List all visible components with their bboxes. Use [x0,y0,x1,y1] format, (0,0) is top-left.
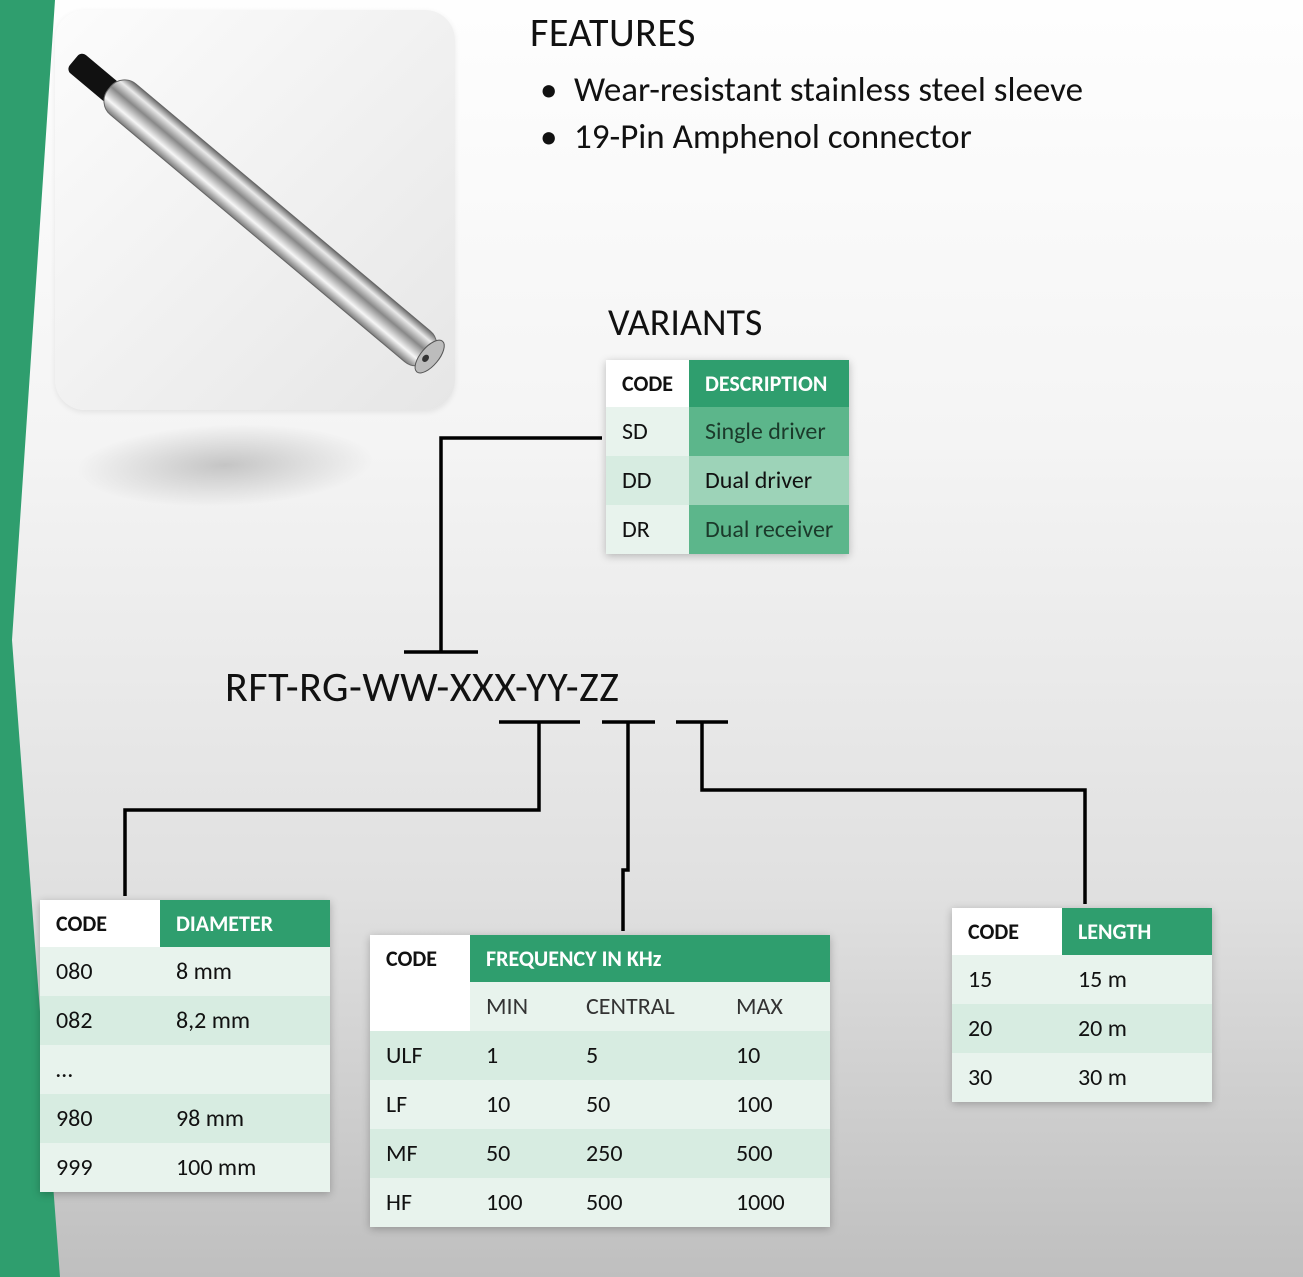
td-code: … [40,1045,160,1094]
td-code: 980 [40,1094,160,1143]
th-central: CENTRAL [570,982,720,1031]
td: 250 [570,1129,720,1178]
td-code: DR [606,505,689,554]
td: 1 [470,1031,570,1080]
diameter-table: CODE DIAMETER 0808 mm 0828,2 mm … 98098 … [40,900,330,1192]
td-diam: 100 mm [160,1143,330,1192]
td: 20 m [1062,1004,1212,1053]
td-desc: Dual driver [689,456,849,505]
td: 500 [570,1178,720,1227]
td: 10 [720,1031,830,1080]
product-shadow [44,420,406,510]
td-code: SD [606,407,689,456]
td: ULF [370,1031,470,1080]
td: 50 [570,1080,720,1129]
length-table: CODE LENGTH 1515 m 2020 m 3030 m [952,908,1212,1102]
td: MF [370,1129,470,1178]
th-code: CODE [952,908,1062,955]
td-code: 999 [40,1143,160,1192]
th-code: CODE [606,360,689,407]
frequency-table: CODE FREQUENCY IN KHz MIN CENTRAL MAX UL… [370,935,830,1227]
td-diam [160,1045,330,1094]
td: 5 [570,1031,720,1080]
td-code: 080 [40,947,160,996]
th-description: DESCRIPTION [689,360,849,407]
td-code: 082 [40,996,160,1045]
features-heading: FEATURES [530,8,1250,57]
td-diam: 8,2 mm [160,996,330,1045]
td: HF [370,1178,470,1227]
td: 50 [470,1129,570,1178]
td: 500 [720,1129,830,1178]
variants-heading: VARIANTS [608,300,762,346]
td: 20 [952,1004,1062,1053]
td: 15 [952,955,1062,1004]
th-min: MIN [470,982,570,1031]
td: LF [370,1080,470,1129]
th-diameter: DIAMETER [160,900,330,947]
td-desc: Dual receiver [689,505,849,554]
part-number-pattern: RFT-RG-WW-XXX-YY-ZZ [225,662,619,713]
td-diam: 98 mm [160,1094,330,1143]
td-code: DD [606,456,689,505]
td: 100 [720,1080,830,1129]
th-frequency: FREQUENCY IN KHz [470,935,830,982]
td-desc: Single driver [689,407,849,456]
td: 1000 [720,1178,830,1227]
td: 30 m [1062,1053,1212,1102]
th-max: MAX [720,982,830,1031]
feature-item: Wear-resistant stainless steel sleeve [530,67,1250,114]
th-code: CODE [40,900,160,947]
th-code: CODE [370,935,470,1031]
td-diam: 8 mm [160,947,330,996]
td: 30 [952,1053,1062,1102]
th-length: LENGTH [1062,908,1212,955]
probe-illustration [60,10,460,420]
description-table: CODE DESCRIPTION SDSingle driver DDDual … [606,360,849,554]
td: 10 [470,1080,570,1129]
features-block: FEATURES Wear-resistant stainless steel … [530,8,1250,162]
feature-item: 19-Pin Amphenol connector [530,114,1250,161]
td: 15 m [1062,955,1212,1004]
page: FEATURES Wear-resistant stainless steel … [0,0,1303,1277]
td: 100 [470,1178,570,1227]
